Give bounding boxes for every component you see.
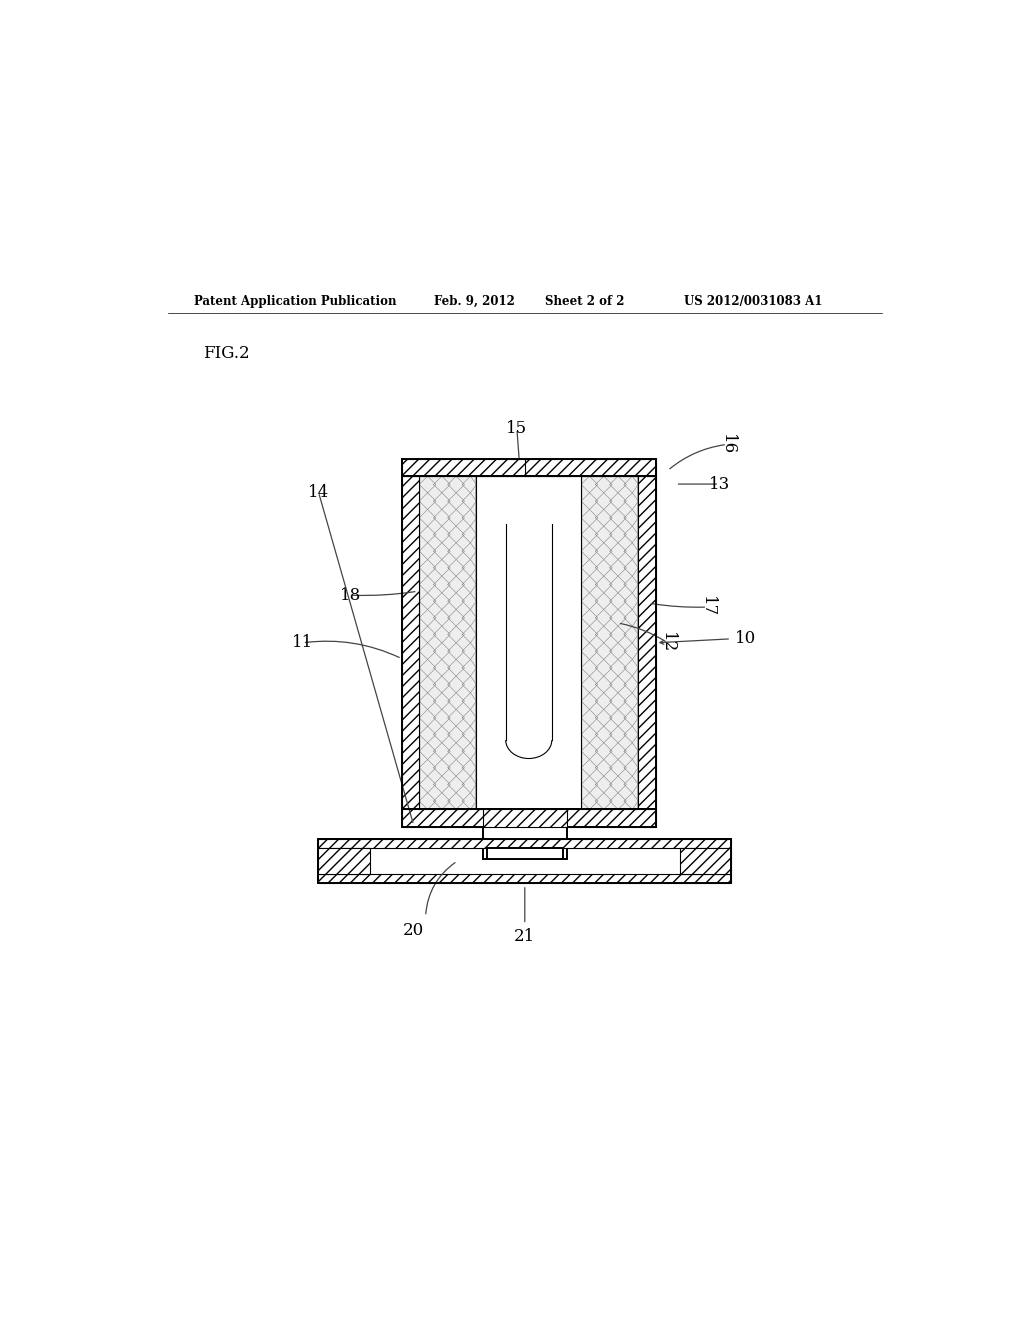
Bar bbox=[486, 849, 563, 858]
Text: 17: 17 bbox=[698, 597, 716, 618]
Bar bbox=[318, 838, 731, 849]
Bar bbox=[401, 809, 655, 826]
Bar bbox=[582, 477, 638, 809]
Bar bbox=[638, 477, 655, 809]
Bar bbox=[401, 458, 655, 477]
Bar bbox=[476, 477, 582, 809]
Text: Patent Application Publication: Patent Application Publication bbox=[194, 296, 396, 308]
Text: 14: 14 bbox=[308, 483, 329, 500]
Bar bbox=[401, 809, 655, 826]
Text: 11: 11 bbox=[292, 635, 313, 651]
Bar bbox=[482, 826, 567, 858]
Text: 20: 20 bbox=[403, 921, 424, 939]
Text: Feb. 9, 2012: Feb. 9, 2012 bbox=[433, 296, 514, 308]
Text: 15: 15 bbox=[506, 420, 527, 437]
Text: 12: 12 bbox=[659, 632, 676, 653]
Bar bbox=[482, 809, 567, 826]
Text: Sheet 2 of 2: Sheet 2 of 2 bbox=[545, 296, 625, 308]
Bar bbox=[318, 849, 370, 874]
Text: 13: 13 bbox=[709, 475, 730, 492]
Bar bbox=[318, 838, 731, 883]
Bar bbox=[401, 477, 419, 809]
Text: 16: 16 bbox=[719, 434, 735, 455]
Text: 10: 10 bbox=[735, 631, 756, 647]
Bar bbox=[318, 838, 731, 883]
Bar bbox=[419, 477, 476, 809]
Bar bbox=[401, 458, 655, 477]
Text: 21: 21 bbox=[514, 928, 536, 945]
Bar bbox=[680, 849, 731, 874]
Text: US 2012/0031083 A1: US 2012/0031083 A1 bbox=[684, 296, 822, 308]
Text: 18: 18 bbox=[340, 586, 360, 603]
Bar bbox=[318, 874, 731, 883]
Bar bbox=[401, 477, 655, 809]
Text: FIG.2: FIG.2 bbox=[204, 345, 250, 362]
